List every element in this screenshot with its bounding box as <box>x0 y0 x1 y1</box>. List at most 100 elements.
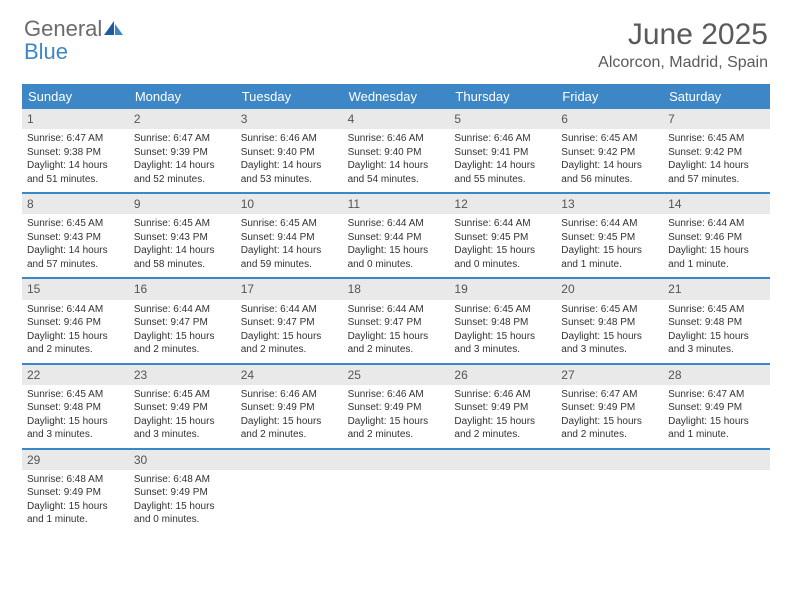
calendar-day-cell: 2Sunrise: 6:47 AMSunset: 9:39 PMDaylight… <box>129 109 236 192</box>
daylight-text: and 58 minutes. <box>134 258 231 272</box>
sunset-text: Sunset: 9:47 PM <box>241 316 338 330</box>
weekday-header: Saturday <box>663 84 770 109</box>
daylight-text: Daylight: 15 hours <box>454 415 551 429</box>
daylight-text: Daylight: 15 hours <box>668 244 765 258</box>
day-number: 26 <box>449 365 556 385</box>
calendar-day-cell <box>236 450 343 533</box>
brand-text: General Blue <box>24 18 124 63</box>
sunrise-text: Sunrise: 6:46 AM <box>454 132 551 146</box>
day-number: 28 <box>663 365 770 385</box>
daylight-text: Daylight: 14 hours <box>348 159 445 173</box>
calendar-day-cell: 23Sunrise: 6:45 AMSunset: 9:49 PMDayligh… <box>129 365 236 448</box>
calendar-day-cell: 11Sunrise: 6:44 AMSunset: 9:44 PMDayligh… <box>343 194 450 277</box>
sunset-text: Sunset: 9:44 PM <box>241 231 338 245</box>
sunset-text: Sunset: 9:46 PM <box>27 316 124 330</box>
daylight-text: Daylight: 15 hours <box>27 500 124 514</box>
weekday-header: Friday <box>556 84 663 109</box>
day-number: 22 <box>22 365 129 385</box>
sunset-text: Sunset: 9:40 PM <box>241 146 338 160</box>
sunset-text: Sunset: 9:42 PM <box>668 146 765 160</box>
brand-part1: General <box>24 16 102 41</box>
calendar-week-row: 8Sunrise: 6:45 AMSunset: 9:43 PMDaylight… <box>22 194 770 279</box>
brand-part2: Blue <box>24 39 68 64</box>
sunrise-text: Sunrise: 6:44 AM <box>348 217 445 231</box>
day-number: 6 <box>556 109 663 129</box>
daylight-text: and 3 minutes. <box>561 343 658 357</box>
weekday-header-row: Sunday Monday Tuesday Wednesday Thursday… <box>22 84 770 109</box>
sunset-text: Sunset: 9:48 PM <box>668 316 765 330</box>
daylight-text: Daylight: 14 hours <box>241 244 338 258</box>
sunset-text: Sunset: 9:48 PM <box>561 316 658 330</box>
daylight-text: Daylight: 15 hours <box>668 415 765 429</box>
day-number: 7 <box>663 109 770 129</box>
daylight-text: and 54 minutes. <box>348 173 445 187</box>
calendar-day-cell: 1Sunrise: 6:47 AMSunset: 9:38 PMDaylight… <box>22 109 129 192</box>
daylight-text: Daylight: 15 hours <box>561 415 658 429</box>
calendar-day-cell: 29Sunrise: 6:48 AMSunset: 9:49 PMDayligh… <box>22 450 129 533</box>
weekday-header: Monday <box>129 84 236 109</box>
daylight-text: Daylight: 15 hours <box>348 330 445 344</box>
day-number: 29 <box>22 450 129 470</box>
daylight-text: Daylight: 15 hours <box>561 330 658 344</box>
day-number: 24 <box>236 365 343 385</box>
sunrise-text: Sunrise: 6:45 AM <box>668 303 765 317</box>
daylight-text: Daylight: 15 hours <box>561 244 658 258</box>
daylight-text: and 1 minute. <box>668 258 765 272</box>
daylight-text: Daylight: 15 hours <box>454 244 551 258</box>
calendar-day-cell: 15Sunrise: 6:44 AMSunset: 9:46 PMDayligh… <box>22 279 129 362</box>
calendar-day-cell <box>556 450 663 533</box>
daylight-text: Daylight: 14 hours <box>668 159 765 173</box>
calendar-week-row: 1Sunrise: 6:47 AMSunset: 9:38 PMDaylight… <box>22 109 770 194</box>
daylight-text: and 56 minutes. <box>561 173 658 187</box>
day-number: 10 <box>236 194 343 214</box>
daylight-text: Daylight: 15 hours <box>134 500 231 514</box>
calendar-day-cell <box>663 450 770 533</box>
sunset-text: Sunset: 9:45 PM <box>561 231 658 245</box>
day-number: 12 <box>449 194 556 214</box>
calendar-day-cell: 7Sunrise: 6:45 AMSunset: 9:42 PMDaylight… <box>663 109 770 192</box>
calendar-day-cell: 13Sunrise: 6:44 AMSunset: 9:45 PMDayligh… <box>556 194 663 277</box>
daylight-text: Daylight: 14 hours <box>27 244 124 258</box>
day-number: 9 <box>129 194 236 214</box>
sunset-text: Sunset: 9:49 PM <box>134 401 231 415</box>
day-number: 5 <box>449 109 556 129</box>
sunset-text: Sunset: 9:43 PM <box>27 231 124 245</box>
day-number: 2 <box>129 109 236 129</box>
sunrise-text: Sunrise: 6:46 AM <box>241 388 338 402</box>
weekday-header: Wednesday <box>343 84 450 109</box>
sunset-text: Sunset: 9:49 PM <box>241 401 338 415</box>
title-block: June 2025 Alcorcon, Madrid, Spain <box>598 18 768 72</box>
day-number: 1 <box>22 109 129 129</box>
daylight-text: and 2 minutes. <box>27 343 124 357</box>
page-header: General Blue June 2025 Alcorcon, Madrid,… <box>0 0 792 80</box>
sunrise-text: Sunrise: 6:45 AM <box>454 303 551 317</box>
daylight-text: and 55 minutes. <box>454 173 551 187</box>
daylight-text: and 0 minutes. <box>454 258 551 272</box>
day-number: 3 <box>236 109 343 129</box>
daylight-text: Daylight: 15 hours <box>134 415 231 429</box>
daylight-text: and 1 minute. <box>27 513 124 527</box>
daylight-text: and 2 minutes. <box>561 428 658 442</box>
daylight-text: and 2 minutes. <box>454 428 551 442</box>
sunrise-text: Sunrise: 6:44 AM <box>561 217 658 231</box>
daylight-text: and 0 minutes. <box>134 513 231 527</box>
weekday-header: Sunday <box>22 84 129 109</box>
sunrise-text: Sunrise: 6:45 AM <box>561 132 658 146</box>
calendar-day-cell: 27Sunrise: 6:47 AMSunset: 9:49 PMDayligh… <box>556 365 663 448</box>
day-number: 16 <box>129 279 236 299</box>
sunset-text: Sunset: 9:42 PM <box>561 146 658 160</box>
daylight-text: and 51 minutes. <box>27 173 124 187</box>
daylight-text: Daylight: 15 hours <box>27 415 124 429</box>
sunset-text: Sunset: 9:47 PM <box>134 316 231 330</box>
daylight-text: and 3 minutes. <box>134 428 231 442</box>
sunset-text: Sunset: 9:49 PM <box>561 401 658 415</box>
month-title: June 2025 <box>598 18 768 52</box>
calendar-day-cell: 8Sunrise: 6:45 AMSunset: 9:43 PMDaylight… <box>22 194 129 277</box>
sunrise-text: Sunrise: 6:48 AM <box>134 473 231 487</box>
calendar-day-cell: 30Sunrise: 6:48 AMSunset: 9:49 PMDayligh… <box>129 450 236 533</box>
calendar-day-cell: 20Sunrise: 6:45 AMSunset: 9:48 PMDayligh… <box>556 279 663 362</box>
calendar-day-cell: 17Sunrise: 6:44 AMSunset: 9:47 PMDayligh… <box>236 279 343 362</box>
daylight-text: and 3 minutes. <box>454 343 551 357</box>
calendar-day-cell: 25Sunrise: 6:46 AMSunset: 9:49 PMDayligh… <box>343 365 450 448</box>
calendar-day-cell: 14Sunrise: 6:44 AMSunset: 9:46 PMDayligh… <box>663 194 770 277</box>
